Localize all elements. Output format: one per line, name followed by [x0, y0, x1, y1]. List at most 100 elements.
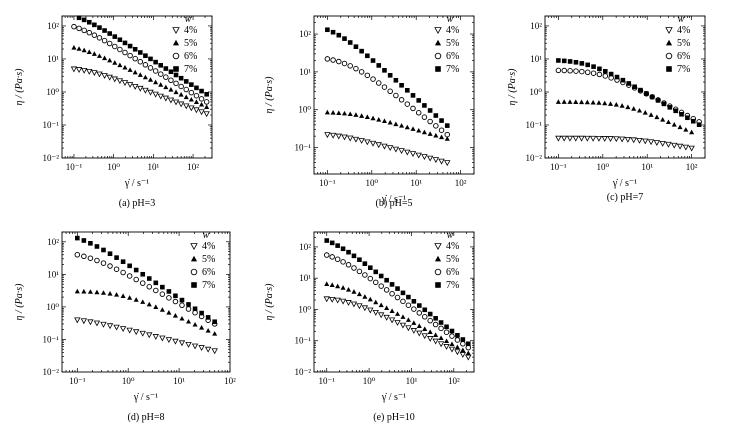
chart-panel-2: 10⁻¹ 10⁰ 10¹ 10² 10⁻¹ 10⁰ 10¹ 10² γ̇ / s⁻¹ η / (P…: [264, 14, 475, 209]
data-point: [400, 314, 406, 319]
data-point: [443, 344, 450, 350]
data-point: [350, 301, 358, 308]
data-point: [198, 109, 205, 116]
data-point: [147, 89, 154, 96]
data-point: [399, 123, 405, 128]
data-point: [364, 114, 370, 119]
data-point: [126, 82, 134, 88]
panel-caption: (c) pH=7: [607, 192, 643, 203]
data-point: [394, 294, 401, 301]
data-point: [334, 256, 341, 262]
legend-label: 5%: [446, 254, 459, 265]
legend-label: 7%: [202, 280, 215, 291]
data-point: [194, 85, 199, 91]
data-point: [665, 141, 672, 148]
data-point: [81, 27, 87, 34]
data-point: [400, 298, 406, 305]
data-point: [465, 354, 472, 361]
data-point: [146, 301, 152, 307]
data-point: [378, 302, 384, 308]
data-point: [443, 329, 450, 335]
data-point: [356, 268, 363, 275]
data-point: [140, 299, 146, 304]
data-point: [370, 76, 376, 82]
data-point: [146, 332, 153, 339]
data-point: [80, 318, 88, 325]
legend-label: 5%: [677, 38, 690, 49]
data-point: [142, 62, 149, 68]
data-point: [341, 60, 348, 67]
data-point: [567, 68, 573, 74]
data-point: [387, 119, 393, 125]
data-point: [122, 64, 128, 70]
data-point: [188, 96, 194, 102]
series-5pct: [555, 99, 695, 135]
data-point: [143, 53, 148, 58]
data-point: [133, 297, 139, 302]
plot-frame: [313, 15, 475, 175]
data-point: [671, 121, 677, 127]
y-tick-label: 10⁻¹: [295, 336, 312, 346]
data-point: [437, 341, 445, 348]
data-point: [93, 320, 101, 327]
data-point: [438, 335, 444, 341]
data-point: [100, 260, 107, 266]
data-point: [330, 57, 336, 63]
y-axis-title: η / (Pa·s): [507, 68, 518, 106]
plot-frame: [61, 15, 213, 159]
data-point: [404, 149, 411, 156]
data-point: [636, 137, 643, 144]
data-point: [370, 58, 376, 63]
data-point: [94, 289, 100, 295]
data-point: [336, 58, 342, 65]
data-point: [117, 46, 123, 53]
data-point: [324, 56, 331, 62]
data-point: [347, 135, 354, 142]
data-point: [386, 145, 394, 152]
data-point: [685, 115, 690, 121]
data-point: [394, 311, 401, 316]
data-point: [626, 81, 632, 86]
y-tick-label: 10⁰: [529, 87, 542, 97]
data-point: [665, 119, 671, 125]
data-point: [444, 136, 450, 141]
data-point: [367, 275, 374, 282]
data-point: [137, 72, 143, 77]
data-point: [353, 112, 359, 117]
legend-marker: [190, 268, 198, 276]
data-point: [198, 345, 205, 352]
data-point: [432, 321, 439, 328]
data-point: [449, 328, 455, 334]
x-tick-label: 10⁻¹: [319, 376, 336, 386]
legend-label: 6%: [202, 267, 215, 278]
data-point: [345, 262, 352, 268]
data-point: [465, 341, 471, 347]
data-point: [120, 259, 126, 264]
data-point: [122, 49, 128, 56]
data-point: [188, 89, 195, 96]
data-point: [384, 277, 389, 283]
data-point: [173, 72, 179, 78]
data-point: [323, 296, 330, 303]
data-point: [433, 315, 438, 321]
data-point: [81, 238, 87, 243]
data-point: [168, 87, 174, 92]
data-point: [383, 314, 390, 321]
x-axis-title: γ̇ / s⁻¹: [381, 194, 406, 205]
legend-label: 5%: [446, 38, 459, 49]
x-tick-label: 10¹: [148, 162, 160, 172]
data-point: [342, 36, 347, 41]
data-point: [624, 136, 632, 143]
data-point: [183, 79, 189, 84]
data-point: [87, 289, 93, 294]
x-tick-label: 10⁰: [596, 162, 609, 172]
y-tick-label: 10¹: [299, 273, 311, 283]
data-point: [100, 321, 107, 328]
chart-panel-4: 10⁻¹ 10⁰ 10¹ 10² 10⁻² 10⁻¹ 10⁰ 10¹ 10² γ̇ / s⁻¹ η …: [14, 230, 236, 423]
data-point: [81, 253, 87, 260]
data-point: [107, 291, 113, 296]
data-point: [566, 135, 574, 142]
data-point: [159, 307, 165, 312]
chart-panel-1: 10⁻¹ 10⁰ 10¹ 10² 10⁻² 10⁻¹ 10⁰ 10¹ 10² γ̇ / s⁻¹ η …: [14, 14, 213, 209]
data-point: [352, 136, 360, 143]
